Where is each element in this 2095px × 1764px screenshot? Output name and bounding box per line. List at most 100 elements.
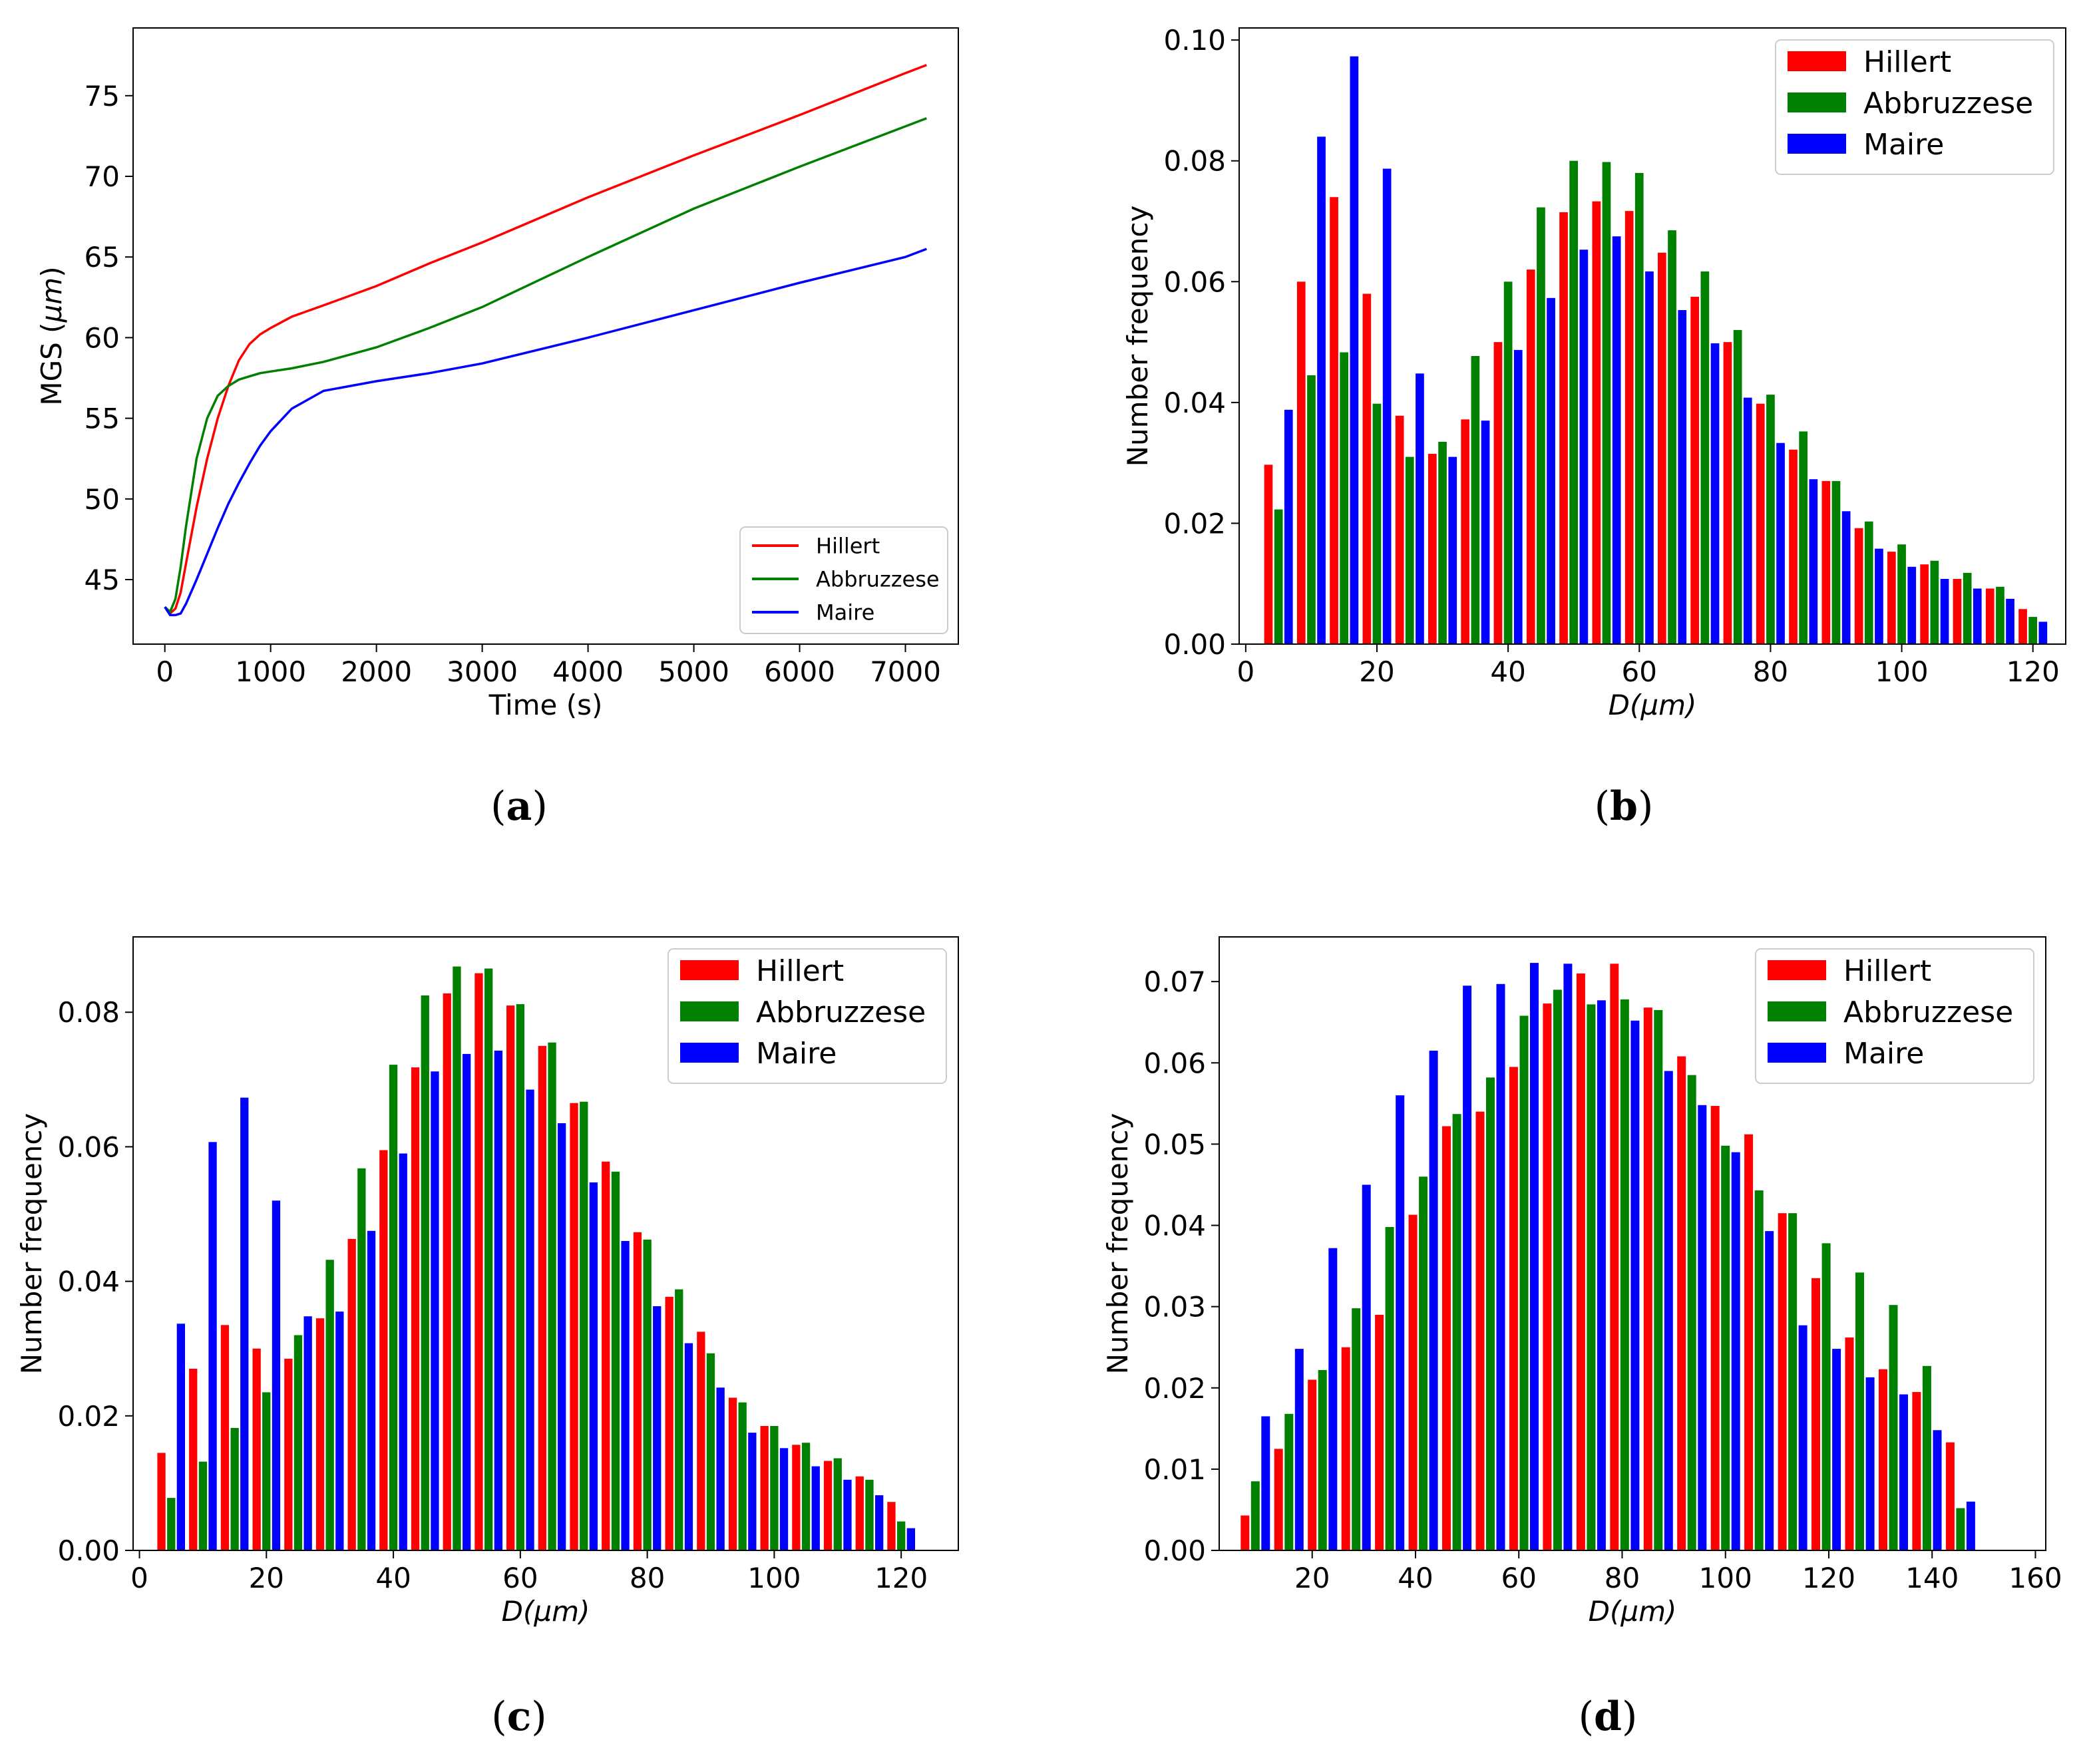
x-tick-label: 80	[1605, 1562, 1640, 1594]
bar-maire	[1743, 397, 1752, 644]
bar-maire	[335, 1312, 344, 1550]
caption-letter: a	[506, 783, 532, 830]
bar-hillert	[1756, 403, 1765, 644]
bar-abbruzzese	[516, 1004, 524, 1550]
bar-hillert	[411, 1067, 420, 1550]
bar-hillert	[697, 1331, 705, 1550]
y-axis-label-end: )	[35, 266, 68, 277]
bar-hillert	[1854, 528, 1863, 644]
bar-maire	[906, 1528, 915, 1550]
axes-frame	[132, 936, 959, 1551]
bar-maire	[1645, 271, 1654, 644]
bar-maire	[1832, 1349, 1841, 1550]
bar-hillert	[823, 1461, 833, 1550]
bar-abbruzzese	[389, 1065, 398, 1550]
bar-maire	[2038, 621, 2048, 644]
bar-hillert	[602, 1161, 610, 1550]
bar-maire	[1350, 56, 1359, 644]
bar-hillert	[1576, 973, 1585, 1550]
x-tick-label: 60	[1622, 655, 1657, 688]
bar-hillert	[2018, 609, 2027, 644]
legend-swatch-maire	[1788, 134, 1846, 154]
y-tick-label: 0.06	[1143, 1047, 1206, 1079]
x-tick-label: 120	[1802, 1562, 1855, 1594]
series-line-maire	[164, 248, 927, 617]
bar-maire	[1612, 236, 1621, 644]
bar-abbruzzese	[357, 1168, 366, 1550]
bar-abbruzzese	[198, 1461, 208, 1550]
panel-caption: (a)	[490, 783, 548, 830]
y-tick-label: 50	[85, 483, 120, 516]
y-axis-label: Number frequency	[15, 1113, 48, 1375]
y-tick-label: 0.06	[1163, 265, 1226, 298]
legend-swatch-hillert	[680, 960, 739, 980]
bar-maire	[1481, 421, 1490, 644]
legend-label-hillert: Hillert	[756, 954, 844, 988]
x-tick-label: 20	[1294, 1562, 1330, 1594]
bar-hillert	[1526, 269, 1535, 645]
bar-maire	[1940, 579, 1949, 644]
caption-open-paren: (	[1595, 783, 1610, 830]
bar-hillert	[1887, 552, 1896, 644]
bar-maire	[1261, 1416, 1270, 1550]
legend-label-abbruzzese: Abbruzzese	[816, 567, 940, 592]
legend-label-abbruzzese: Abbruzzese	[756, 995, 926, 1029]
bar-hillert	[1744, 1134, 1754, 1550]
bar-hillert	[1953, 579, 1962, 644]
bar-hillert	[570, 1103, 578, 1550]
y-tick-label: 0.04	[1143, 1210, 1206, 1242]
bar-hillert	[220, 1325, 230, 1550]
bar-abbruzzese	[770, 1426, 779, 1550]
legend-label-hillert: Hillert	[1843, 954, 1931, 988]
bar-abbruzzese	[262, 1392, 271, 1550]
bar-abbruzzese	[167, 1498, 176, 1550]
bar-hillert	[347, 1238, 356, 1550]
legend: Hillert Abbruzzese Maire	[739, 526, 948, 634]
x-tick-label: 120	[874, 1562, 928, 1594]
series-line-abbruzzese	[164, 117, 927, 614]
y-tick-label: 0.04	[1163, 387, 1226, 419]
legend-swatch-hillert	[1788, 51, 1846, 71]
bar-maire	[1530, 963, 1539, 1550]
caption-close-paren: )	[531, 1693, 546, 1740]
bar-hillert	[633, 1232, 642, 1550]
y-axis-label-unit: μm	[35, 277, 68, 323]
bar-maire	[1710, 343, 1720, 644]
bar-hillert	[1624, 211, 1634, 645]
bar-hillert	[1274, 1449, 1283, 1550]
bar-hillert	[1610, 964, 1619, 1550]
panel-b: 0 20 40 60 80 100 120 0.00 0.02 0.04 0.06 0.08 0.10 D…	[1121, 24, 2066, 830]
y-axis-label: Number frequency	[1101, 1113, 1134, 1375]
bar-abbruzzese	[1754, 1190, 1764, 1550]
x-tick-label: 100	[747, 1562, 801, 1594]
bar-maire	[1284, 409, 1293, 644]
bar-abbruzzese	[1274, 509, 1283, 644]
legend-box	[739, 526, 948, 634]
bar-hillert	[1442, 1126, 1451, 1550]
bar-hillert	[1308, 1379, 1317, 1550]
y-tick-label: 55	[85, 403, 120, 435]
bar-abbruzzese	[1821, 1243, 1831, 1550]
bar-maire	[367, 1230, 376, 1550]
bar-maire	[1966, 1501, 1975, 1550]
bar-hillert	[1475, 1111, 1485, 1550]
bar-abbruzzese	[1385, 1227, 1394, 1550]
panel-caption: (d)	[1579, 1693, 1638, 1740]
panel-d: 20 40 60 80 100 120 140 160 0.00 0.01 0.02 0.03 0.04…	[1101, 936, 2062, 1740]
legend-swatch-maire	[1768, 1043, 1826, 1063]
legend-swatch-hillert	[1768, 960, 1826, 980]
bar-hillert	[728, 1397, 737, 1550]
y-tick-label: 0.00	[1163, 628, 1226, 661]
y-tick-label: 0.00	[57, 1534, 120, 1567]
bar-abbruzzese	[1318, 1369, 1327, 1550]
bar-abbruzzese	[293, 1335, 303, 1550]
bar-maire	[1907, 566, 1917, 644]
bar-hillert	[1723, 342, 1732, 644]
caption-open-paren: (	[491, 1693, 506, 1740]
bar-abbruzzese	[1620, 999, 1629, 1550]
bar-hillert	[1509, 1067, 1518, 1550]
bar-abbruzzese	[1654, 1009, 1663, 1550]
x-tick-label: 140	[1905, 1562, 1959, 1594]
bar-maire	[463, 1053, 471, 1550]
x-tick-label: 6000	[764, 655, 835, 688]
